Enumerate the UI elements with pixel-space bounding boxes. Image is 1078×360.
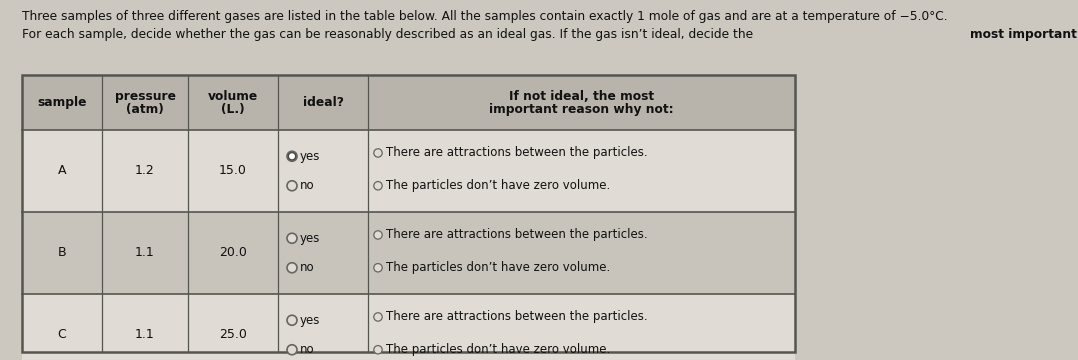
Bar [22, 130, 794, 212]
Text: 20.0: 20.0 [219, 247, 247, 260]
Text: There are attractions between the particles.: There are attractions between the partic… [386, 310, 648, 323]
Text: yes: yes [300, 232, 320, 245]
Circle shape [287, 151, 298, 161]
Text: B: B [58, 247, 67, 260]
Text: (L.): (L.) [221, 103, 245, 116]
Text: The particles don’t have zero volume.: The particles don’t have zero volume. [386, 343, 610, 356]
Circle shape [374, 264, 383, 272]
Text: The particles don’t have zero volume.: The particles don’t have zero volume. [386, 179, 610, 192]
Text: no: no [300, 343, 315, 356]
Circle shape [374, 313, 383, 321]
Bar [22, 75, 794, 352]
Text: 1.1: 1.1 [135, 328, 155, 342]
Circle shape [287, 315, 298, 325]
Text: ideal?: ideal? [303, 96, 344, 109]
Text: pressure: pressure [114, 90, 176, 103]
Text: 15.0: 15.0 [219, 165, 247, 177]
Text: yes: yes [300, 314, 320, 327]
Circle shape [374, 181, 383, 190]
Text: If not ideal, the most: If not ideal, the most [509, 90, 654, 103]
Text: A: A [58, 165, 66, 177]
Text: (atm): (atm) [126, 103, 164, 116]
Text: volume: volume [208, 90, 258, 103]
Circle shape [287, 263, 298, 273]
Bar [22, 212, 794, 294]
Circle shape [287, 181, 298, 191]
Circle shape [374, 346, 383, 354]
Text: 1.1: 1.1 [135, 247, 155, 260]
Bar [22, 75, 794, 352]
Text: no: no [300, 261, 315, 274]
Text: The particles don’t have zero volume.: The particles don’t have zero volume. [386, 261, 610, 274]
Circle shape [287, 345, 298, 355]
Text: yes: yes [300, 150, 320, 163]
Circle shape [374, 231, 383, 239]
Text: C: C [57, 328, 67, 342]
Text: There are attractions between the particles.: There are attractions between the partic… [386, 147, 648, 159]
Text: 25.0: 25.0 [219, 328, 247, 342]
Text: For each sample, decide whether the gas can be reasonably described as an ideal : For each sample, decide whether the gas … [22, 28, 757, 41]
Circle shape [374, 149, 383, 157]
Text: no: no [300, 179, 315, 192]
Text: important reason why not:: important reason why not: [489, 103, 674, 116]
Bar [22, 294, 794, 360]
Bar [22, 75, 794, 130]
Text: most important: most important [970, 28, 1077, 41]
Text: Three samples of three different gases are listed in the table below. All the sa: Three samples of three different gases a… [22, 10, 948, 23]
Circle shape [287, 233, 298, 243]
Text: There are attractions between the particles.: There are attractions between the partic… [386, 229, 648, 242]
Text: sample: sample [38, 96, 86, 109]
Text: 1.2: 1.2 [135, 165, 155, 177]
Circle shape [289, 153, 295, 159]
